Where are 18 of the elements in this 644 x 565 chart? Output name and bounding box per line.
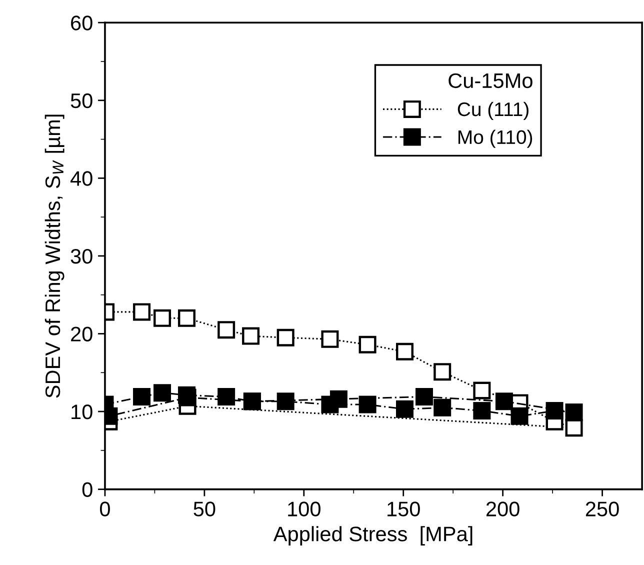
y-axis-title: SDEV of Ring Widths, S$_{W}$ [µm] — [44, 114, 64, 398]
legend-title: Cu-15Mo — [448, 73, 532, 88]
x-tick-label: 50 — [194, 502, 216, 516]
x-tick-label: 250 — [586, 502, 619, 516]
y-tick-label: 30 — [70, 248, 92, 264]
x-tick-label: 0 — [100, 502, 110, 516]
x-tick-label: 100 — [288, 502, 320, 516]
x-tick-label: 200 — [486, 502, 520, 516]
legend-label: Mo (110) — [458, 130, 532, 148]
y-tick-label: 50 — [70, 93, 92, 108]
legend-label: Cu (111) — [458, 102, 528, 120]
y-tick-label: 40 — [70, 171, 92, 186]
x-tick-label: 150 — [388, 502, 420, 516]
x-axis-title: Applied Stress [MPa] — [273, 526, 472, 546]
y-tick-label: 10 — [72, 404, 92, 420]
y-tick-label: 0 — [82, 482, 92, 498]
y-tick-label: 20 — [71, 326, 92, 342]
y-tick-label: 60 — [71, 16, 92, 30]
